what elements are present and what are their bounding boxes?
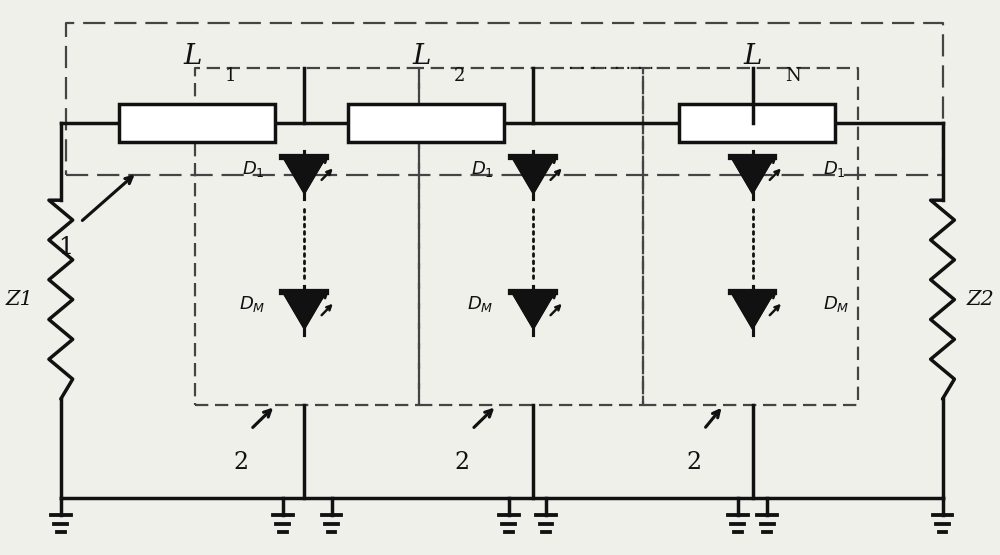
Text: $D_1$: $D_1$ xyxy=(242,159,265,179)
Polygon shape xyxy=(282,292,326,329)
Bar xyxy=(119,104,275,142)
Text: Z1: Z1 xyxy=(6,290,34,309)
Polygon shape xyxy=(511,157,555,194)
Polygon shape xyxy=(282,157,326,194)
Text: 1: 1 xyxy=(58,236,73,259)
Text: $D_M$: $D_M$ xyxy=(823,294,850,314)
Text: 2: 2 xyxy=(687,451,702,475)
Polygon shape xyxy=(731,157,774,194)
Text: $D_M$: $D_M$ xyxy=(467,294,494,314)
Text: 2: 2 xyxy=(233,451,249,475)
Polygon shape xyxy=(731,292,774,329)
Text: 2: 2 xyxy=(453,67,465,85)
Text: $D_1$: $D_1$ xyxy=(471,159,494,179)
Bar xyxy=(348,104,504,142)
Text: 1: 1 xyxy=(224,67,236,85)
Text: L: L xyxy=(183,43,202,70)
Text: $D_M$: $D_M$ xyxy=(239,294,265,314)
Text: 2: 2 xyxy=(455,451,470,475)
Text: . . . . . . . .: . . . . . . . . xyxy=(568,55,654,73)
Text: $D_1$: $D_1$ xyxy=(823,159,846,179)
Text: N: N xyxy=(785,67,800,85)
Text: L: L xyxy=(412,43,430,70)
Polygon shape xyxy=(511,292,555,329)
Text: Z2: Z2 xyxy=(967,290,995,309)
Bar xyxy=(679,104,835,142)
Text: L: L xyxy=(743,43,762,70)
